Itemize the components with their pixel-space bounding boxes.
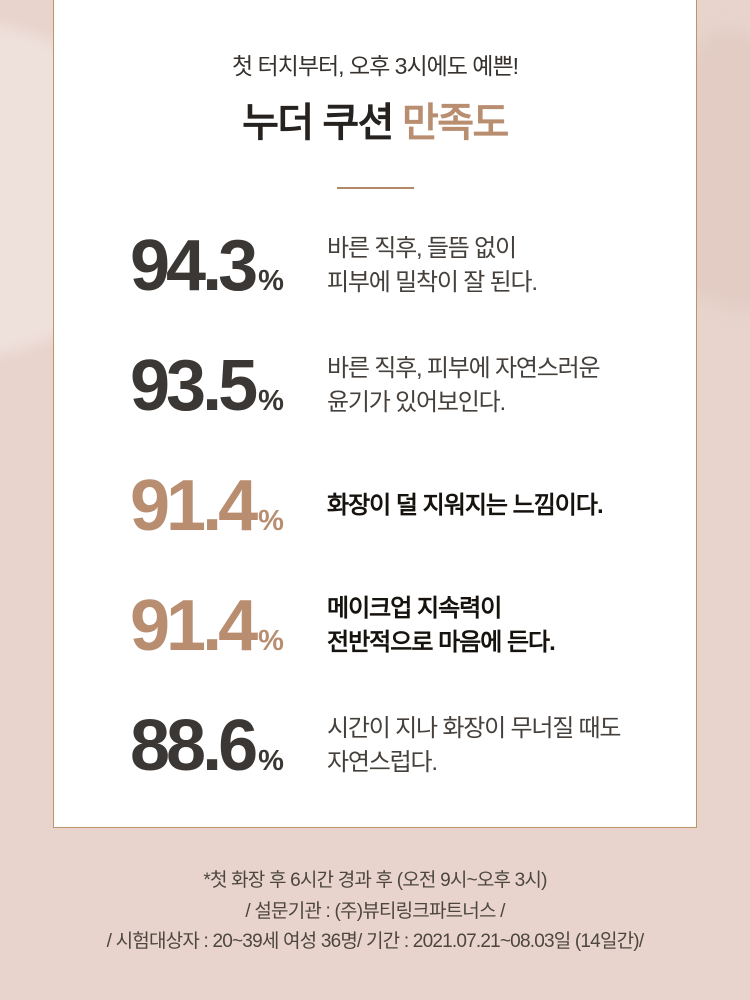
stat-description-line: 메이크업 지속력이 [327,595,502,622]
campaign-title: 누더 쿠션 만족도 [54,90,696,148]
footnote-line-subjects-period: / 시험대상자 : 20~39세 여성 36명/ 기간 : 2021.07.21… [106,931,644,952]
stat-number: 91.4 [130,586,258,666]
stat-row-lasting: 91.4% 메이크업 지속력이 전반적으로 마음에 든다. [54,566,696,686]
stat-description-line: 피부에 밀착이 잘 된다. [327,269,538,296]
stat-description-line: 전반적으로 마음에 든다. [327,629,556,656]
stat-row-fit: 94.3% 바른 직후, 들뜸 없이 피부에 밀착이 잘 된다. [54,206,696,326]
stat-number: 94.3 [130,226,258,306]
footnote-line-agency: / 설문기관 : (주)뷰티링크파트너스 / [245,900,505,922]
stat-description-line: 바른 직후, 들뜸 없이 [327,235,517,262]
stat-description-line: 윤기가 있어보인다. [327,389,506,416]
stat-value-highlighted: 91.4% [130,590,327,662]
stat-description: 바른 직후, 들뜸 없이 피부에 밀착이 잘 된다. [327,232,538,300]
percent-sign: % [258,505,284,537]
stat-number: 93.5 [130,346,258,426]
stat-description: 시간이 지나 화장이 무너질 때도 자연스럽다. [327,712,622,780]
percent-sign: % [258,385,284,417]
title-divider [336,187,414,189]
footnote-line-condition: *첫 화장 후 6시간 경과 후 (오전 9시~오후 3시) [203,870,547,891]
stat-row-natural: 88.6% 시간이 지나 화장이 무너질 때도 자연스럽다. [54,686,696,806]
stat-description-line: 자연스럽다. [327,749,438,776]
stat-value: 94.3% [130,230,327,302]
stat-value: 88.6% [130,710,327,782]
stat-row-smudge: 91.4% 화장이 덜 지워지는 느낌이다. [54,446,696,566]
stat-description: 바른 직후, 피부에 자연스러운 윤기가 있어보인다. [327,352,601,420]
title-main-text: 누더 쿠션 [242,101,394,145]
stat-number: 91.4 [130,466,258,546]
stat-value: 93.5% [130,350,327,422]
stat-description-bold: 메이크업 지속력이 전반적으로 마음에 든다. [327,592,556,660]
percent-sign: % [258,625,284,657]
stats-list: 94.3% 바른 직후, 들뜸 없이 피부에 밀착이 잘 된다. 93.5% 바… [54,206,696,806]
campaign-subtitle: 첫 터치부터, 오후 3시에도 예쁜! [231,53,519,79]
content-card: 첫 터치부터, 오후 3시에도 예쁜! 누더 쿠션 만족도 94.3% 바른 직후… [53,0,697,828]
stat-row-glow: 93.5% 바른 직후, 피부에 자연스러운 윤기가 있어보인다. [54,326,696,446]
stat-description-line: 시간이 지나 화장이 무너질 때도 [327,715,622,742]
percent-sign: % [258,265,284,297]
percent-sign: % [258,745,284,777]
stat-description-line: 화장이 덜 지워지는 느낌이다. [327,492,604,519]
footnote: *첫 화장 후 6시간 경과 후 (오전 9시~오후 3시) / 설문기관 : … [0,866,750,958]
stat-value-highlighted: 91.4% [130,470,327,542]
stat-description-bold: 화장이 덜 지워지는 느낌이다. [327,489,604,523]
stat-number: 88.6 [130,706,258,786]
stat-description-line: 바른 직후, 피부에 자연스러운 [327,355,601,382]
title-accent-text: 만족도 [401,101,509,145]
